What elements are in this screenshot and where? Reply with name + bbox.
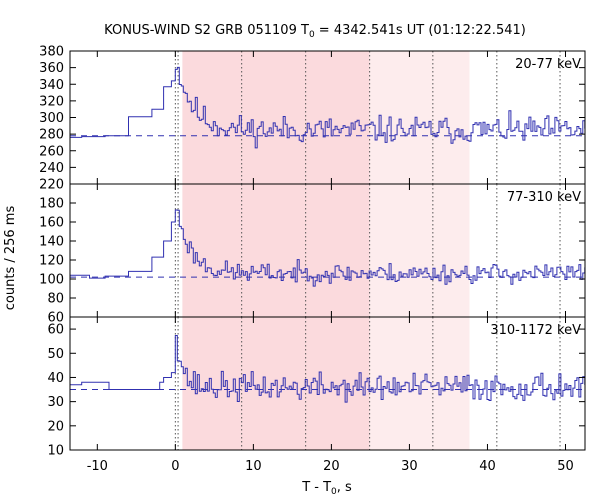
panel-3: 10 20 30 40 50 60 310-1172 keV <box>47 316 586 459</box>
x-axis-label: T - T0, s <box>301 480 352 497</box>
shaded-region-2 <box>369 51 470 184</box>
y-tick-label: 30 <box>47 395 64 410</box>
y-tick-label: 180 <box>39 197 64 212</box>
x-axis-label-sub: 0 <box>331 487 337 497</box>
chart-title-sub: 0 <box>309 30 315 40</box>
y-tick-label: 280 <box>39 128 64 143</box>
x-tick-label: -10 <box>87 459 108 474</box>
y-tick-label: 100 <box>39 273 64 288</box>
shaded-region-1 <box>182 317 370 450</box>
y-tick-label: 10 <box>47 444 64 459</box>
energy-band-label: 77-310 keV <box>507 190 581 205</box>
y-tick-label: 160 <box>39 216 64 231</box>
chart-title: KONUS-WIND S2 GRB 051109 T0 = 4342.541s … <box>104 23 526 40</box>
light-curve-series <box>70 66 585 149</box>
y-tick-label: 320 <box>39 94 64 109</box>
y-tick-label: 60 <box>47 323 64 338</box>
x-tick-label: 50 <box>557 459 574 474</box>
x-tick-label: 30 <box>401 459 418 474</box>
y-tick-label: 20 <box>47 419 64 434</box>
panel-frame <box>69 316 586 451</box>
shaded-region-2 <box>369 184 470 317</box>
y-tick-label: 340 <box>39 78 64 93</box>
shaded-region-1 <box>182 184 370 317</box>
chart-title-main: KONUS-WIND S2 GRB 051109 T <box>104 23 309 38</box>
x-axis-label-rest: , s <box>337 480 352 495</box>
y-tick-label: 140 <box>39 235 64 250</box>
y-tick-label: 50 <box>47 347 64 362</box>
y-tick-label: 40 <box>47 371 64 386</box>
y-tick-label: 120 <box>39 254 64 269</box>
x-tick-label: 10 <box>245 459 262 474</box>
x-tick-label: 20 <box>323 459 340 474</box>
y-tick-label: 80 <box>47 292 64 307</box>
y-tick-label: 240 <box>39 161 64 176</box>
y-tick-label: 260 <box>39 144 64 159</box>
energy-band-label: 20-77 keV <box>515 57 581 72</box>
y-tick-label: 220 <box>39 178 64 193</box>
x-tick-label: 40 <box>479 459 496 474</box>
shaded-region-1 <box>182 51 370 184</box>
y-tick-label: 300 <box>39 111 64 126</box>
panel-2: 60 80 100 120 140 160 180 77-310 keV <box>39 183 586 326</box>
y-tick-label: 380 <box>39 45 64 60</box>
y-tick-label: 60 <box>47 311 64 326</box>
chart-title-rest: = 4342.541s UT (01:12:22.541) <box>315 23 526 38</box>
x-tick-label: 0 <box>171 459 179 474</box>
x-axis-label-main: T - T <box>301 480 331 495</box>
energy-band-label: 310-1172 keV <box>490 323 581 338</box>
light-curve-series <box>70 209 585 287</box>
y-axis-label: counts / 256 ms <box>3 206 18 311</box>
light-curve-series <box>70 335 585 403</box>
y-tick-label: 360 <box>39 61 64 76</box>
